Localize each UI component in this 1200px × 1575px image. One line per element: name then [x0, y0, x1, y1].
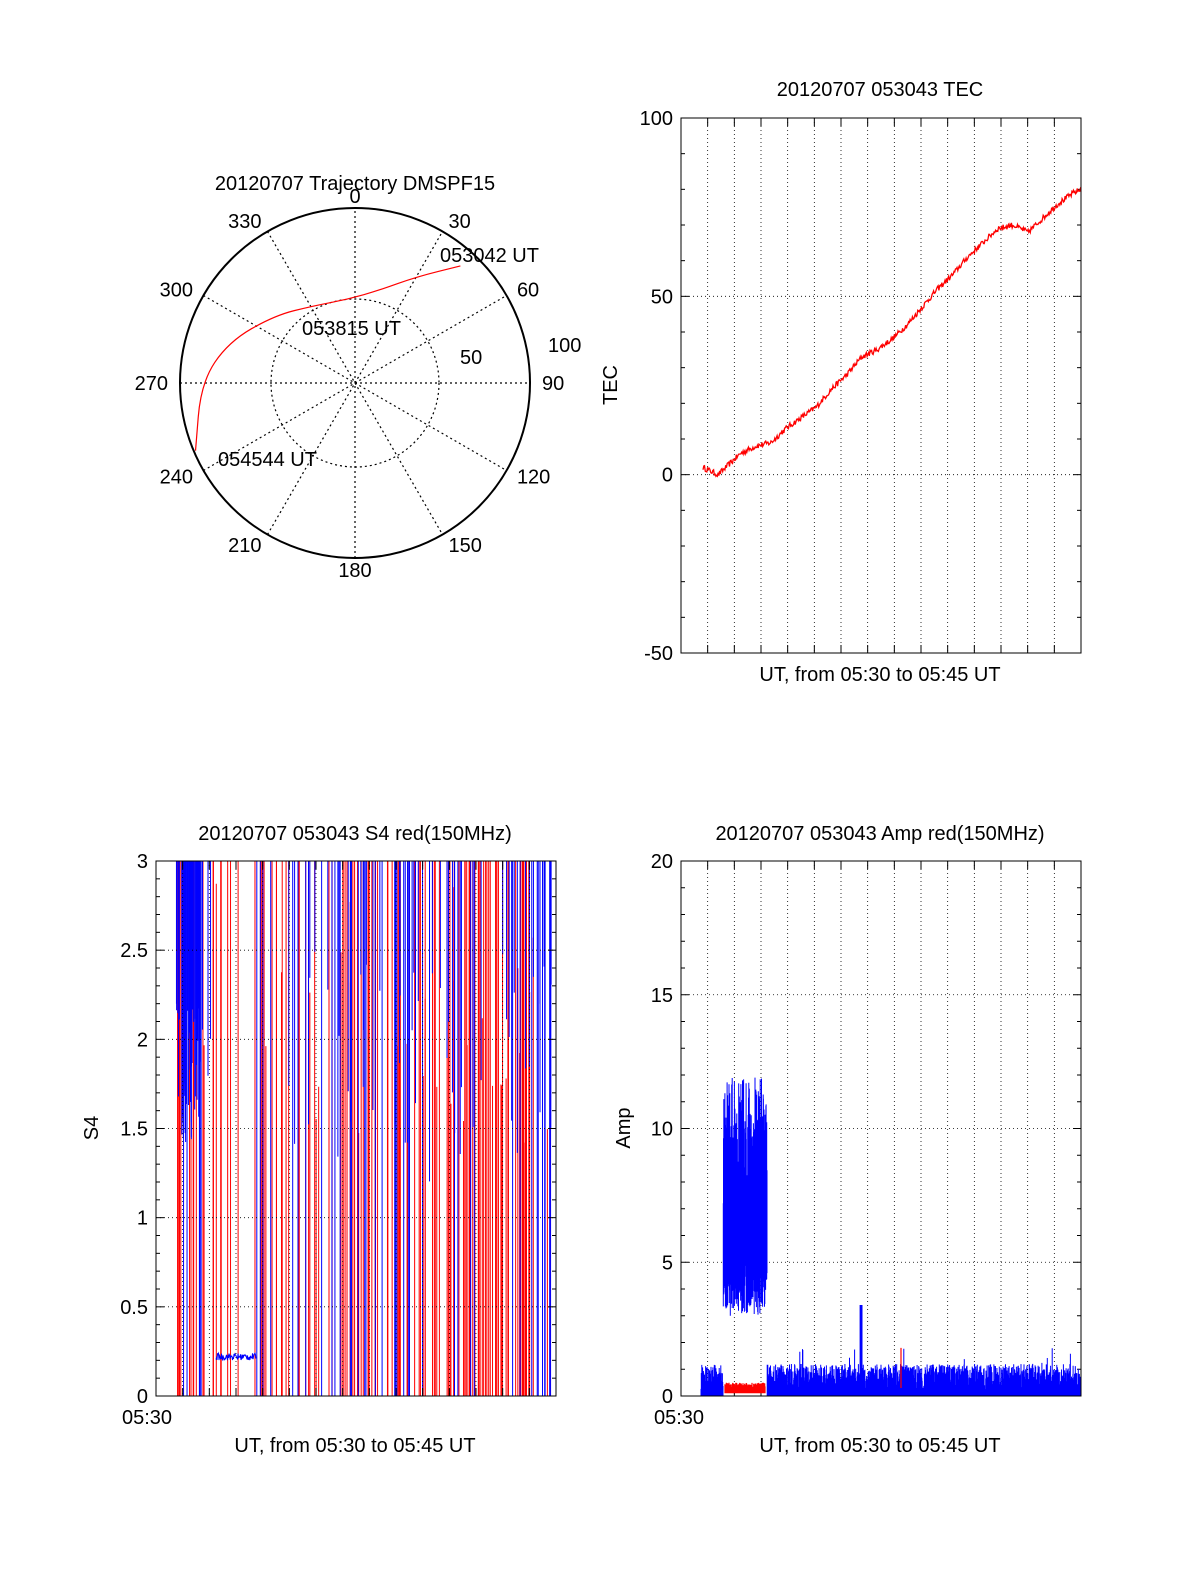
- plot-frame: [155, 860, 557, 1397]
- y-tick-label: 2: [137, 1029, 148, 1051]
- y-tick-label: 10: [651, 1119, 673, 1141]
- polar-outer-ring: [179, 207, 531, 559]
- y-tick-label: 0: [137, 1386, 148, 1408]
- chart-title: 20120707 053043 S4 red(150MHz): [198, 823, 512, 845]
- plot-frame: [680, 117, 1082, 654]
- trajectory-line: [194, 265, 461, 451]
- polar-trajectory-chart: 20120707 Trajectory DMSPF15 0 30 60 90 120 15…: [135, 173, 582, 582]
- elevation-ring-label-100: 100: [548, 335, 581, 357]
- elevation-ring-label-50: 50: [460, 347, 482, 369]
- amp-red-signal: [724, 1347, 902, 1394]
- polar-grid: [180, 208, 530, 558]
- y-tick-label: 3: [137, 851, 148, 873]
- y-tick-label: 5: [662, 1252, 673, 1274]
- y-tick-label: 20: [651, 851, 673, 873]
- y-tick-label: 1: [137, 1208, 148, 1230]
- polar-spoke: [266, 231, 444, 535]
- azimuth-label-150: 150: [449, 535, 482, 557]
- chart-title: 20120707 Trajectory DMSPF15: [215, 173, 495, 195]
- annotation-mid-time: 053815 UT: [302, 318, 401, 340]
- amplitude-chart: 20120707 053043 Amp red(150MHz) 0 5 10 15 20…: [613, 823, 1082, 1457]
- x-tick-label: 05:30: [122, 1407, 172, 1429]
- amp-blue-signal: [700, 1077, 1082, 1396]
- y-tick-label: 15: [651, 985, 673, 1007]
- y-tick-label: 2.5: [120, 940, 148, 962]
- amplitude-series: [700, 1077, 1082, 1396]
- chart-title: 20120707 053043 TEC: [777, 79, 983, 101]
- x-tick-label: 05:30: [654, 1407, 704, 1429]
- annotation-end-time: 054544 UT: [218, 449, 317, 471]
- azimuth-label-210: 210: [228, 535, 261, 557]
- y-tick-labels: 0 0.5 1 1.5 2 2.5 3: [120, 851, 148, 1408]
- s4-chart: 20120707 053043 S4 red(150MHz) 0 0.5 1 1.5 2…: [81, 823, 557, 1457]
- azimuth-label-270: 270: [135, 373, 168, 395]
- azimuth-label-90: 90: [542, 373, 564, 395]
- azimuth-label-0: 0: [349, 186, 360, 208]
- y-axis-label: S4: [81, 1116, 103, 1140]
- y-tick-label: 100: [640, 108, 673, 130]
- azimuth-label-120: 120: [517, 467, 550, 489]
- azimuth-labels: 0 30 60 90 120 150 180 210 240 270 300 330: [135, 186, 565, 582]
- y-tick-label: 0: [662, 1386, 673, 1408]
- y-axis-label: Amp: [613, 1107, 635, 1148]
- x-axis-label: UT, from 05:30 to 05:45 UT: [759, 1435, 1000, 1457]
- y-tick-label: 50: [651, 286, 673, 308]
- x-axis-label: UT, from 05:30 to 05:45 UT: [234, 1435, 475, 1457]
- grid-lines: [681, 118, 1081, 653]
- tec-series-line: [702, 186, 1082, 478]
- s4-blue-low-segment: [215, 1351, 257, 1362]
- tec-chart: 20120707 053043 TEC -50 0 50 100 TEC UT, fr…: [600, 79, 1082, 686]
- y-tick-label: 0: [662, 465, 673, 487]
- azimuth-label-300: 300: [160, 280, 193, 302]
- y-tick-labels: 0 5 10 15 20: [651, 851, 673, 1408]
- x-axis-label: UT, from 05:30 to 05:45 UT: [759, 664, 1000, 686]
- azimuth-label-30: 30: [449, 211, 471, 233]
- y-tick-label: 1.5: [120, 1119, 148, 1141]
- azimuth-label-330: 330: [228, 211, 261, 233]
- annotation-start-time: 053042 UT: [440, 245, 539, 267]
- y-tick-label: -50: [644, 643, 673, 665]
- azimuth-label-180: 180: [338, 560, 371, 582]
- azimuth-label-240: 240: [160, 467, 193, 489]
- y-axis-label: TEC: [600, 365, 622, 405]
- y-tick-label: 0.5: [120, 1297, 148, 1319]
- chart-title: 20120707 053043 Amp red(150MHz): [715, 823, 1044, 845]
- grid-lines: [156, 861, 556, 1396]
- plot-frame: [680, 860, 1082, 1397]
- azimuth-label-60: 60: [517, 280, 539, 302]
- y-tick-labels: -50 0 50 100: [640, 108, 673, 665]
